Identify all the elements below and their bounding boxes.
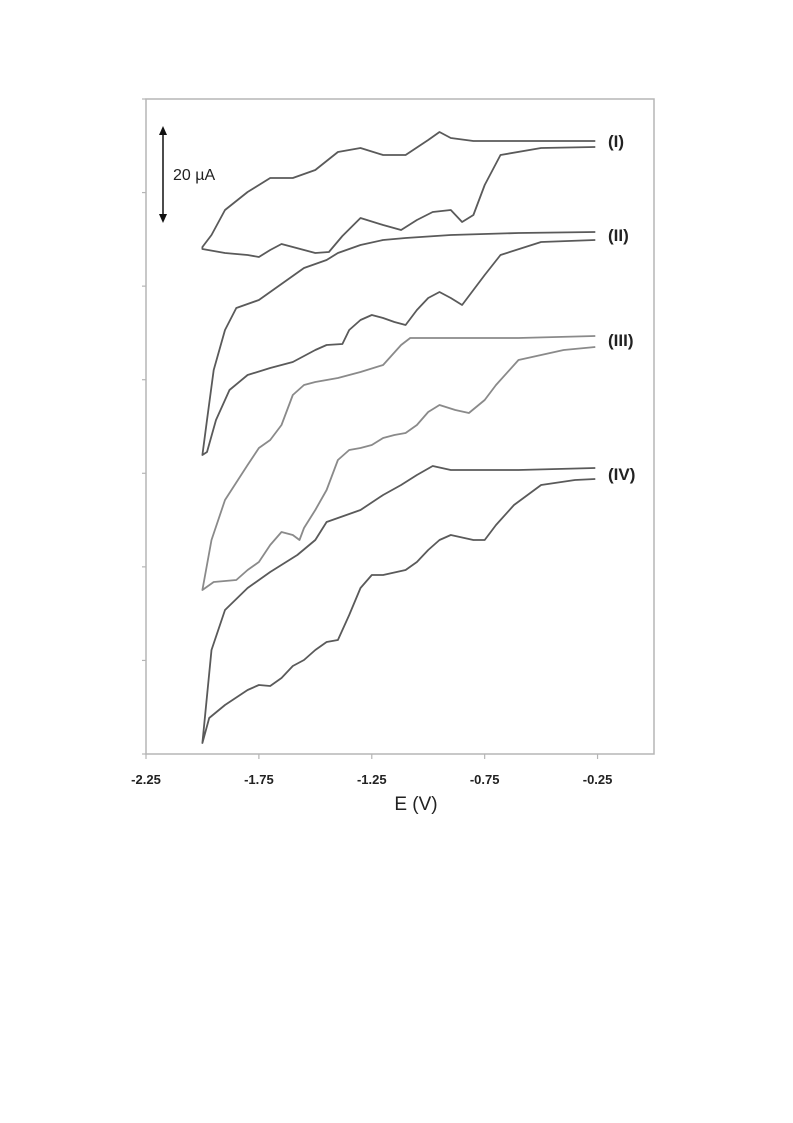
x-tick-label: -2.25 xyxy=(131,772,161,787)
series-line-4 xyxy=(201,465,596,744)
x-tick-label: -0.75 xyxy=(470,772,500,787)
series-labels: (I) (II) (III) (IV) xyxy=(608,132,635,484)
x-axis-ticks: -2.25 -1.75 -1.25 -0.75 -0.25 xyxy=(131,754,612,787)
y-axis-ticks xyxy=(142,98,146,755)
scale-bar: 20 µA xyxy=(159,126,215,223)
x-tick-label: -0.25 xyxy=(583,772,613,787)
plot-frame xyxy=(145,98,655,755)
x-tick-label: -1.25 xyxy=(357,772,387,787)
series-label-1: (I) xyxy=(608,132,624,151)
scale-bar-label: 20 µA xyxy=(173,167,215,184)
series-label-2: (II) xyxy=(608,226,629,245)
x-tick-label: -1.75 xyxy=(244,772,274,787)
series-lines xyxy=(201,131,596,744)
series-line-3 xyxy=(201,335,596,591)
series-line-1 xyxy=(201,131,596,258)
series-line-2 xyxy=(201,231,596,456)
series-label-3: (III) xyxy=(608,331,634,350)
x-axis-title: E (V) xyxy=(394,794,437,815)
series-label-4: (IV) xyxy=(608,465,635,484)
